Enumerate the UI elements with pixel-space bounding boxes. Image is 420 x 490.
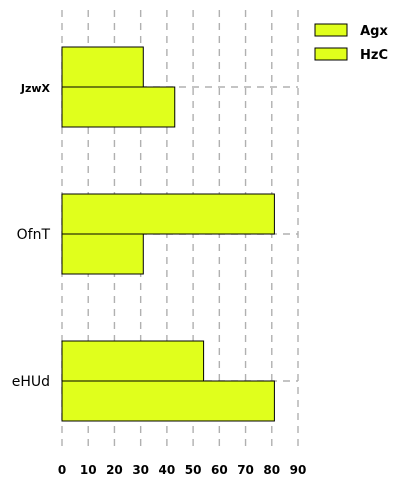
bars-layer <box>61 46 275 422</box>
x-tick-label: 70 <box>237 463 254 477</box>
category-label: OfnT <box>17 227 51 243</box>
bar-Agx-JzwX <box>61 46 144 88</box>
x-tick-label: 10 <box>80 463 97 477</box>
legend: Agx HzC <box>314 23 388 63</box>
legend-swatch <box>314 23 348 37</box>
category-label: eHUd <box>12 374 50 390</box>
bar-Agx-OfnT <box>61 193 275 235</box>
x-tick-label: 90 <box>290 463 307 477</box>
legend-label: Agx <box>360 24 388 39</box>
x-tick-label: 0 <box>58 463 66 477</box>
y-axis-categories: JzwX OfnT eHUd <box>12 82 51 390</box>
bar-HzC-JzwX <box>61 86 176 128</box>
x-tick-label: 60 <box>211 463 228 477</box>
category-label: JzwX <box>20 82 51 95</box>
bar-HzC-OfnT <box>61 233 144 275</box>
x-axis-ticks: 0 10 20 30 40 50 60 70 80 90 <box>58 463 307 477</box>
bar-HzC-eHUd <box>61 380 275 422</box>
x-tick-label: 80 <box>263 463 280 477</box>
legend-label: HzC <box>360 48 388 63</box>
bar-Agx-eHUd <box>61 340 205 382</box>
legend-swatch <box>314 47 348 61</box>
x-tick-label: 20 <box>106 463 123 477</box>
x-tick-label: 40 <box>159 463 176 477</box>
x-tick-label: 30 <box>132 463 149 477</box>
x-tick-label: 50 <box>185 463 202 477</box>
